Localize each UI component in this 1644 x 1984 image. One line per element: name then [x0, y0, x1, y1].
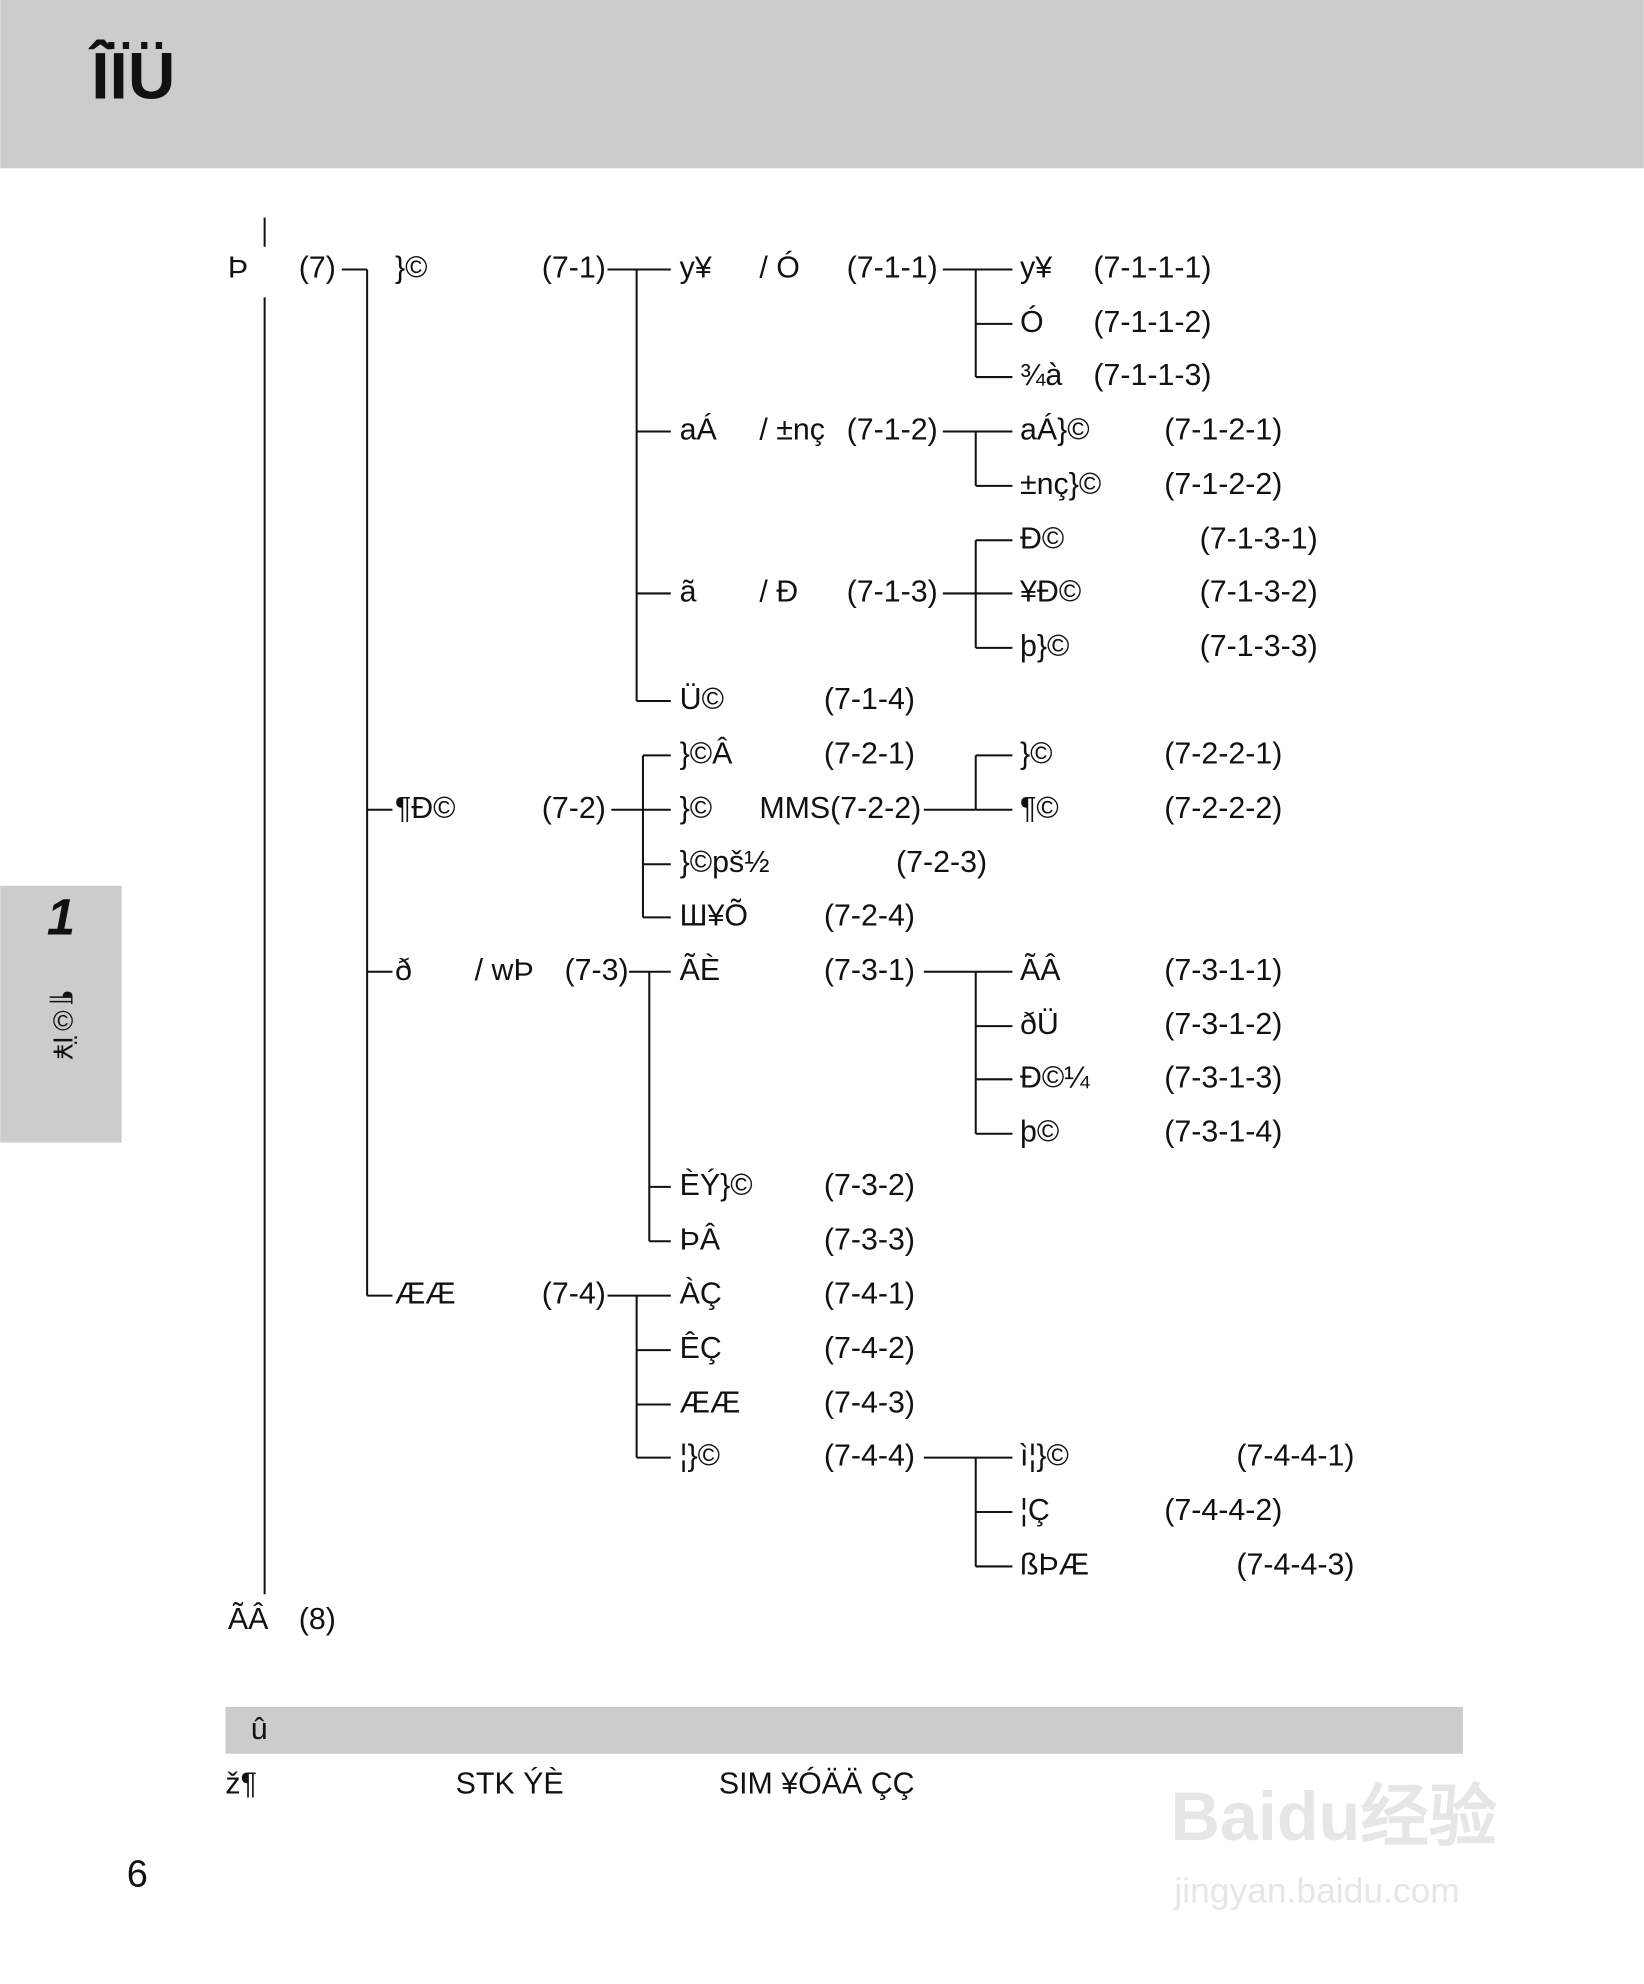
node-label: ðÜ	[1020, 1008, 1059, 1041]
node-label: ÈÝ}©	[680, 1169, 753, 1202]
node-label: þ}©	[1020, 630, 1069, 663]
node-code: (7-3-1)	[824, 954, 915, 987]
node-label: þ©	[1020, 1116, 1059, 1149]
node-label: ì¦}©	[1020, 1440, 1069, 1473]
node-code: (7-3-1-4)	[1164, 1116, 1282, 1149]
node-label: Ó	[1020, 306, 1044, 339]
note-title: û	[251, 1713, 268, 1746]
node-label: }©Â	[680, 737, 734, 770]
node-code: (7-4-1)	[824, 1278, 915, 1311]
node-label: aÁ	[680, 413, 718, 446]
node-code: (7-4-4)	[824, 1440, 915, 1473]
node-suffix: / wÞ	[475, 954, 534, 987]
node-code: (7)	[299, 252, 336, 285]
node-code: (7-4-4-1)	[1236, 1440, 1354, 1473]
node-code: (7-2-1)	[824, 737, 915, 770]
node-code: (7-3-2)	[824, 1169, 915, 1202]
node-code: (7-4-2)	[824, 1332, 915, 1365]
node-label: Ü©	[680, 683, 724, 716]
node-suffix: / ±nç	[759, 413, 825, 446]
node-label: }©	[395, 252, 428, 285]
node-label: Ð©¼	[1020, 1061, 1090, 1094]
node-code: (7-3-1-2)	[1164, 1008, 1282, 1041]
node-code: (7-1-3-2)	[1200, 575, 1318, 608]
node-label: ÃÈ	[680, 953, 721, 987]
node-code: (7-1-1-1)	[1093, 252, 1211, 285]
node-code: (7-1)	[542, 252, 606, 285]
node-label: }©pš½	[680, 846, 770, 879]
node-code: (7-4-3)	[824, 1387, 915, 1420]
note-bar	[225, 1706, 1463, 1754]
node-code: (7-4-4-2)	[1164, 1494, 1282, 1527]
node-code: (7-3-1-3)	[1164, 1061, 1282, 1094]
node-code: (7-1-3-3)	[1200, 630, 1318, 663]
node-label: Ш¥Õ	[680, 898, 748, 932]
side-tab-label: ¶©Ï¥	[48, 990, 79, 1060]
node-code: (7-1-1-2)	[1093, 306, 1211, 339]
node-label: ¥Ð©	[1019, 575, 1081, 608]
side-tab	[0, 885, 122, 1143]
node-code: (7-1-3)	[847, 575, 938, 608]
node-code: (7-3-3)	[824, 1223, 915, 1256]
node-label: ÀÇ	[680, 1278, 722, 1311]
node-label: ÆÆ	[680, 1387, 741, 1420]
node-code: (7-2)	[542, 792, 606, 825]
node-label: ±nç}©	[1020, 468, 1101, 501]
node-code: (7-3-1-1)	[1164, 954, 1282, 987]
node-label: }©	[680, 792, 713, 825]
node-label: aÁ}©	[1020, 413, 1090, 446]
node-label: ßÞÆ	[1020, 1548, 1089, 1581]
node-label: ÃÂ	[1020, 953, 1061, 987]
node-label: ã	[680, 575, 697, 608]
page-number: 6	[127, 1853, 148, 1895]
node-code: (7-1-2-1)	[1164, 413, 1282, 446]
node-label: ÆÆ	[395, 1278, 456, 1311]
watermark-title: Baidu经验	[1171, 1779, 1498, 1855]
node-label: ¾à	[1020, 359, 1062, 392]
node-label: ð	[395, 954, 412, 987]
node-code: (7-1-3-1)	[1200, 522, 1318, 555]
node-code: (7-2-2-1)	[1164, 737, 1282, 770]
node-label: y¥	[1020, 252, 1052, 285]
side-tab-number: 1	[47, 889, 75, 946]
node-label: }©	[1020, 737, 1053, 770]
node-label: Þ	[228, 252, 248, 285]
node-label: ¦}©	[680, 1440, 720, 1473]
node-code: (7-1-2)	[847, 413, 938, 446]
header-bar	[0, 0, 1644, 169]
node-code: (7-4)	[542, 1278, 606, 1311]
node-label: ÞÂ	[680, 1223, 721, 1256]
node-code: (7-2-3)	[896, 846, 987, 879]
note-item: ž¶	[225, 1767, 257, 1800]
node-code: (7-2-2-2)	[1164, 792, 1282, 825]
header-title: ÎÏÜ	[88, 38, 175, 112]
note-item: SIM ¥ÓÄÄ ÇÇ	[719, 1767, 915, 1800]
node-code: MMS(7-2-2)	[759, 792, 921, 825]
node-code: (7-1-4)	[824, 683, 915, 716]
node-suffix: / Ð	[759, 575, 798, 608]
node-code: (7-4-4-3)	[1236, 1548, 1354, 1581]
note-item: STK ÝÈ	[456, 1767, 564, 1800]
node-label: ¦Ç	[1020, 1494, 1050, 1527]
node-code: (8)	[299, 1603, 336, 1636]
node-code: (7-1-1-3)	[1093, 359, 1211, 392]
node-label: ¶Ð©	[395, 792, 456, 825]
watermark-url: jingyan.baidu.com	[1173, 1870, 1459, 1910]
node-label: ÃÂ	[228, 1602, 269, 1636]
node-label: y¥	[680, 252, 712, 285]
node-code: (7-3)	[565, 954, 629, 987]
node-code: (7-2-4)	[824, 899, 915, 932]
node-code: (7-1-2-2)	[1164, 468, 1282, 501]
node-label: Ð©	[1020, 522, 1064, 555]
node-code: (7-1-1)	[847, 252, 938, 285]
tree-lines	[263, 217, 1013, 1595]
node-label: ¶©	[1020, 792, 1059, 825]
node-suffix: / Ó	[759, 252, 799, 285]
node-label: ÊÇ	[680, 1332, 722, 1365]
